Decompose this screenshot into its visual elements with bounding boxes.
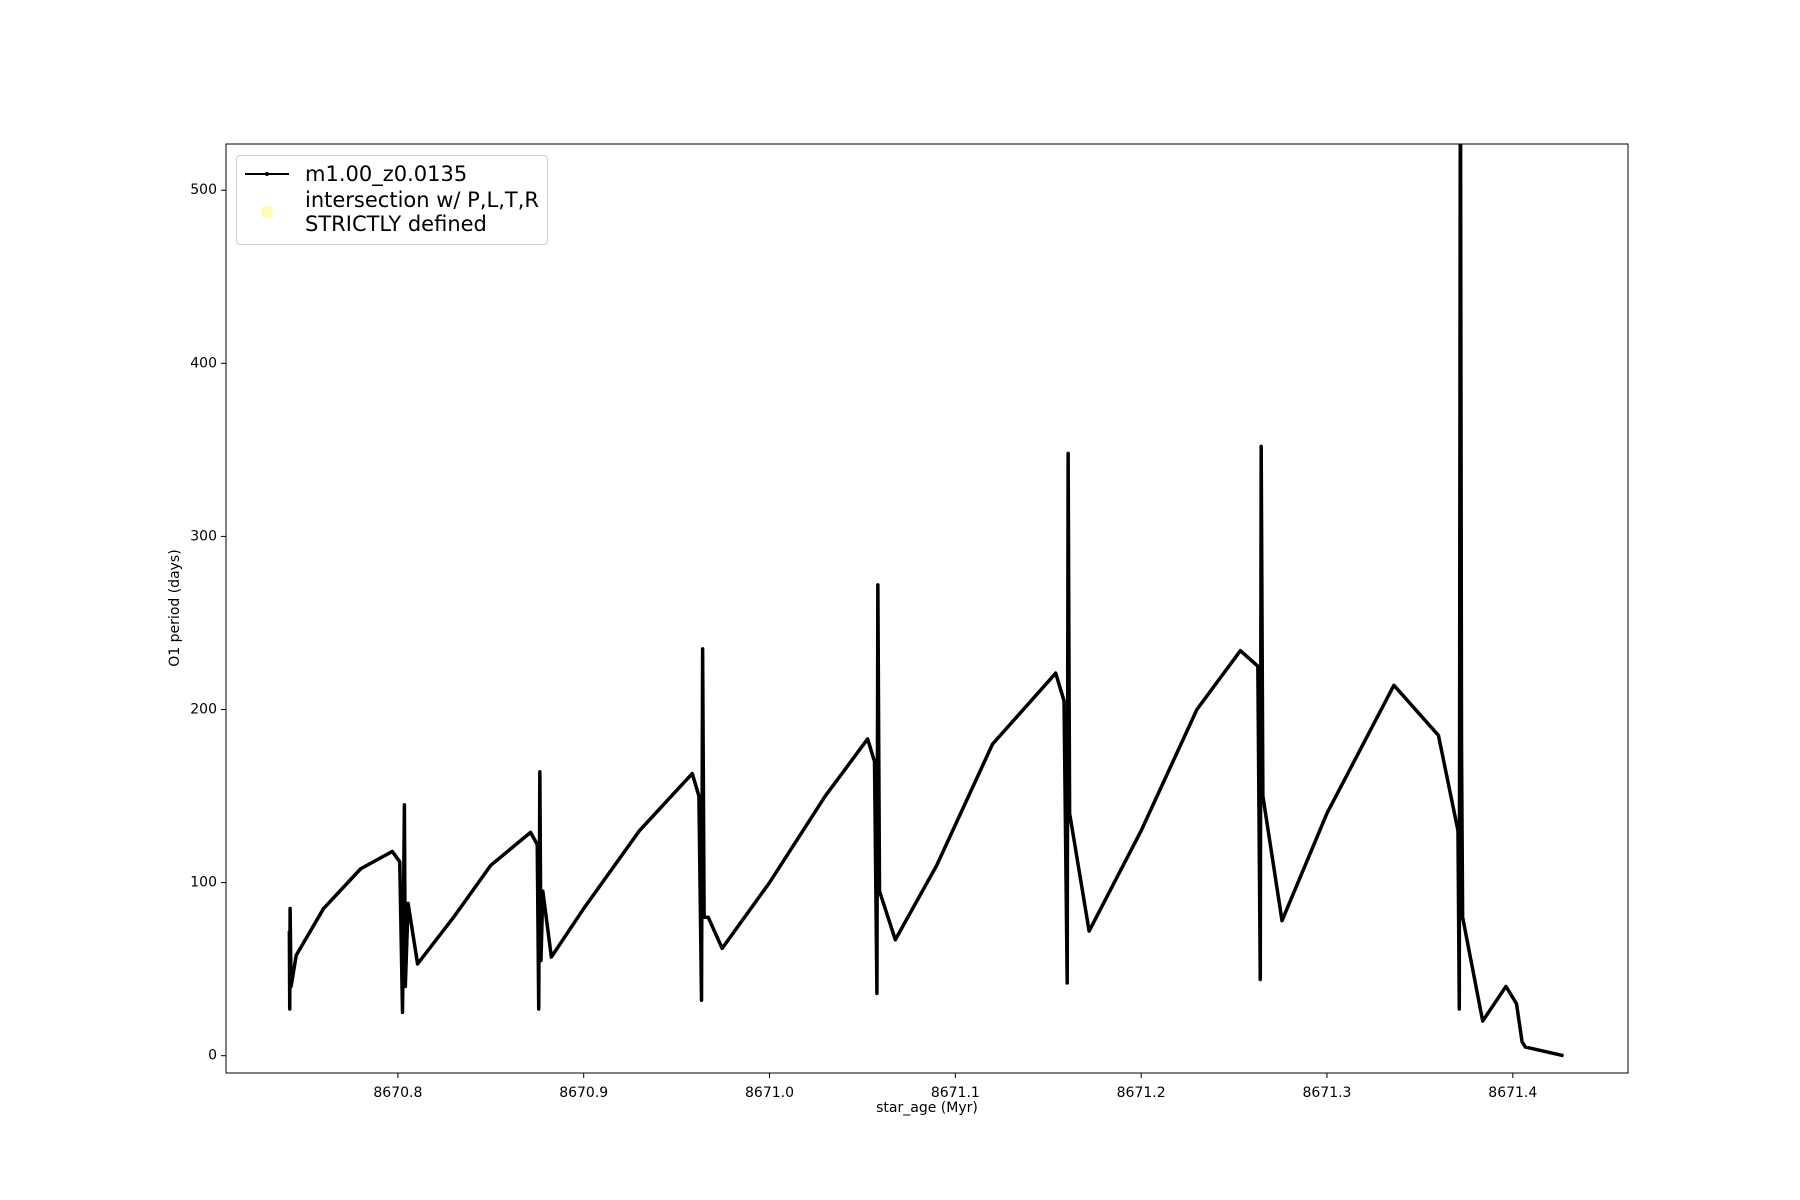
legend-entry: m1.00_z0.0135 bbox=[245, 162, 539, 186]
legend-entry: intersection w/ P,L,T,R STRICTLY defined bbox=[245, 188, 539, 236]
x-tick-label: 8671.0 bbox=[745, 1085, 794, 1101]
y-axis-label: O1 period (days) bbox=[167, 549, 183, 666]
legend-handle bbox=[245, 172, 289, 176]
y-tick-label: 400 bbox=[190, 355, 217, 371]
plot-area bbox=[287, 144, 1564, 1058]
data-line bbox=[287, 144, 1564, 1058]
y-tick-label: 200 bbox=[190, 702, 217, 718]
x-tick-label: 8671.3 bbox=[1302, 1085, 1351, 1101]
x-tick-label: 8670.8 bbox=[373, 1085, 422, 1101]
legend: m1.00_z0.0135 intersection w/ P,L,T,R STR… bbox=[236, 155, 548, 245]
y-tick-label: 0 bbox=[208, 1048, 217, 1064]
x-tick-label: 8671.1 bbox=[931, 1085, 980, 1101]
x-tick-label: 8670.9 bbox=[559, 1085, 608, 1101]
y-tick-label: 300 bbox=[190, 528, 217, 544]
y-tick-label: 500 bbox=[190, 182, 217, 198]
plot-frame bbox=[225, 143, 1629, 1074]
legend-label: intersection w/ P,L,T,R STRICTLY defined bbox=[305, 188, 539, 236]
legend-marker bbox=[265, 172, 269, 176]
x-tick-label: 8671.4 bbox=[1488, 1085, 1537, 1101]
legend-marker bbox=[261, 206, 273, 218]
x-tick-label: 8671.2 bbox=[1117, 1085, 1166, 1101]
legend-label: m1.00_z0.0135 bbox=[305, 162, 468, 186]
x-axis-label: star_age (Myr) bbox=[876, 1100, 978, 1116]
legend-handle bbox=[261, 206, 273, 218]
y-tick-label: 100 bbox=[190, 875, 217, 891]
